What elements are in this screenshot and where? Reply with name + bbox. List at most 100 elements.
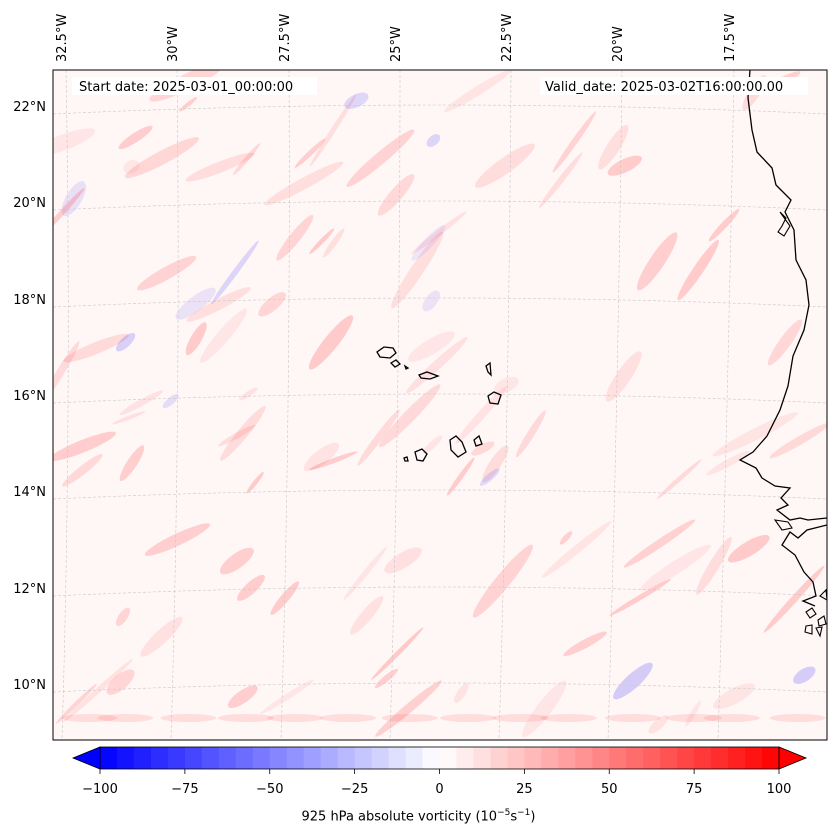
- vorticity-streak: [391, 231, 444, 309]
- vorticity-streak: [232, 143, 261, 176]
- vorticity-streak: [559, 531, 573, 545]
- map-frame: [52, 69, 828, 741]
- vorticity-streak: [405, 337, 468, 394]
- vorticity-streak: [106, 669, 135, 695]
- lat-label: 16°N: [13, 389, 46, 404]
- vorticity-streak: [186, 287, 251, 322]
- vorticity-streak: [408, 331, 455, 362]
- colorbar-tick-label: −75: [171, 782, 198, 797]
- colorbar-cell: [371, 747, 390, 769]
- lat-label: 10°N: [13, 678, 46, 693]
- lon-label: 22.5°W: [500, 14, 515, 62]
- colorbar-tick-label: 0: [435, 782, 443, 797]
- valid-date-text: Valid_date: 2025-03-02T16:00:00.00: [545, 80, 783, 95]
- vorticity-streak: [423, 435, 443, 454]
- colorbar-cell: [711, 747, 729, 769]
- vorticity-streak: [371, 627, 424, 680]
- graticule: [53, 70, 827, 740]
- lat-label: 22°N: [13, 100, 46, 115]
- vorticity-streak: [246, 471, 264, 494]
- vorticity-streak: [712, 412, 798, 457]
- vorticity-streak: [769, 714, 826, 722]
- colorbar-cell: [677, 747, 695, 769]
- parallel-line: [53, 586, 827, 597]
- vorticity-streak: [540, 714, 597, 722]
- colorbar-tick-label: −25: [341, 782, 368, 797]
- lon-label: 20°W: [611, 26, 626, 62]
- vorticity-streak: [220, 405, 266, 461]
- colorbar-cell: [133, 747, 152, 769]
- vorticity-streak: [640, 544, 711, 591]
- lon-label: 25°W: [389, 26, 404, 62]
- vorticity-streak: [53, 128, 96, 157]
- vorticity-streak: [703, 714, 760, 722]
- colorbar-tick-label: 100: [767, 782, 792, 797]
- vorticity-streak: [303, 442, 340, 472]
- vorticity-streak: [422, 290, 441, 312]
- meridian-line: [61, 70, 69, 740]
- vorticity-streak: [455, 386, 507, 444]
- colorbar-cell: [575, 747, 593, 769]
- vorticity-streak: [446, 457, 475, 496]
- colorbar-tick-label: −100: [82, 782, 118, 797]
- vorticity-streak: [264, 161, 344, 206]
- meridian-line: [607, 70, 623, 740]
- vorticity-streak: [665, 714, 722, 722]
- valid-date-box: [540, 77, 808, 95]
- vorticity-streak: [319, 714, 376, 722]
- colorbar-max-extend: [778, 746, 808, 770]
- vorticity-streak: [239, 387, 258, 401]
- colorbar-cell: [541, 747, 559, 769]
- vorticity-streak: [112, 411, 146, 425]
- vorticity-streak: [636, 232, 678, 291]
- colorbar-cell: [762, 747, 780, 769]
- vorticity-streak: [472, 544, 533, 618]
- colorbar-cell: [100, 747, 118, 769]
- colorbar-cell: [694, 747, 712, 769]
- colorbar-cell: [218, 747, 237, 769]
- vorticity-streak: [55, 683, 97, 724]
- vorticity-streak: [258, 292, 286, 317]
- vorticity-streak: [53, 431, 116, 462]
- coast-inlet: [773, 211, 793, 531]
- colorbar-cell: [643, 747, 661, 769]
- latitude-labels: 22°N 20°N 18°N 16°N 14°N 12°N 10°N: [13, 100, 46, 693]
- vorticity-streak: [61, 714, 118, 722]
- vorticity-patches: [53, 70, 827, 738]
- vorticity-streak: [494, 376, 519, 394]
- vorticity-streak: [63, 658, 133, 722]
- vorticity-streak: [136, 255, 197, 291]
- colorbar-cell: [354, 747, 373, 769]
- vorticity-streak: [185, 152, 255, 182]
- vorticity-streak: [769, 423, 827, 459]
- colorbar-cell: [524, 747, 542, 769]
- vorticity-streak: [677, 239, 719, 301]
- vorticity-streak: [118, 125, 153, 150]
- lat-label: 14°N: [13, 485, 46, 500]
- vorticity-streak: [605, 351, 642, 402]
- vorticity-streak: [426, 134, 441, 147]
- vorticity-streak: [219, 547, 254, 575]
- vorticity-streak: [160, 714, 217, 722]
- vorticity-streak: [294, 138, 326, 168]
- colorbar-cells: [100, 747, 780, 769]
- vorticity-streak: [344, 92, 369, 109]
- start-date-box: [72, 77, 317, 95]
- vorticity-streak: [471, 441, 495, 456]
- colorbar-cell: [167, 747, 186, 769]
- vorticity-streak: [144, 523, 210, 556]
- vorticity-streak: [123, 159, 140, 174]
- vorticity-streak: [613, 662, 653, 700]
- vorticity-streak: [793, 666, 816, 684]
- vorticity-streak: [440, 714, 497, 722]
- vorticity-streak: [140, 616, 183, 657]
- colorbar-cell: [269, 747, 288, 769]
- parallel-line: [53, 104, 827, 115]
- vorticity-streak: [343, 546, 387, 600]
- start-date-text: Start date: 2025-03-01_00:00:00: [79, 80, 293, 95]
- vorticity-streak: [685, 700, 702, 727]
- vorticity-streak: [623, 519, 696, 568]
- vorticity-streak: [115, 332, 136, 352]
- vorticity-streak: [538, 152, 583, 208]
- vorticity-streak: [119, 445, 145, 482]
